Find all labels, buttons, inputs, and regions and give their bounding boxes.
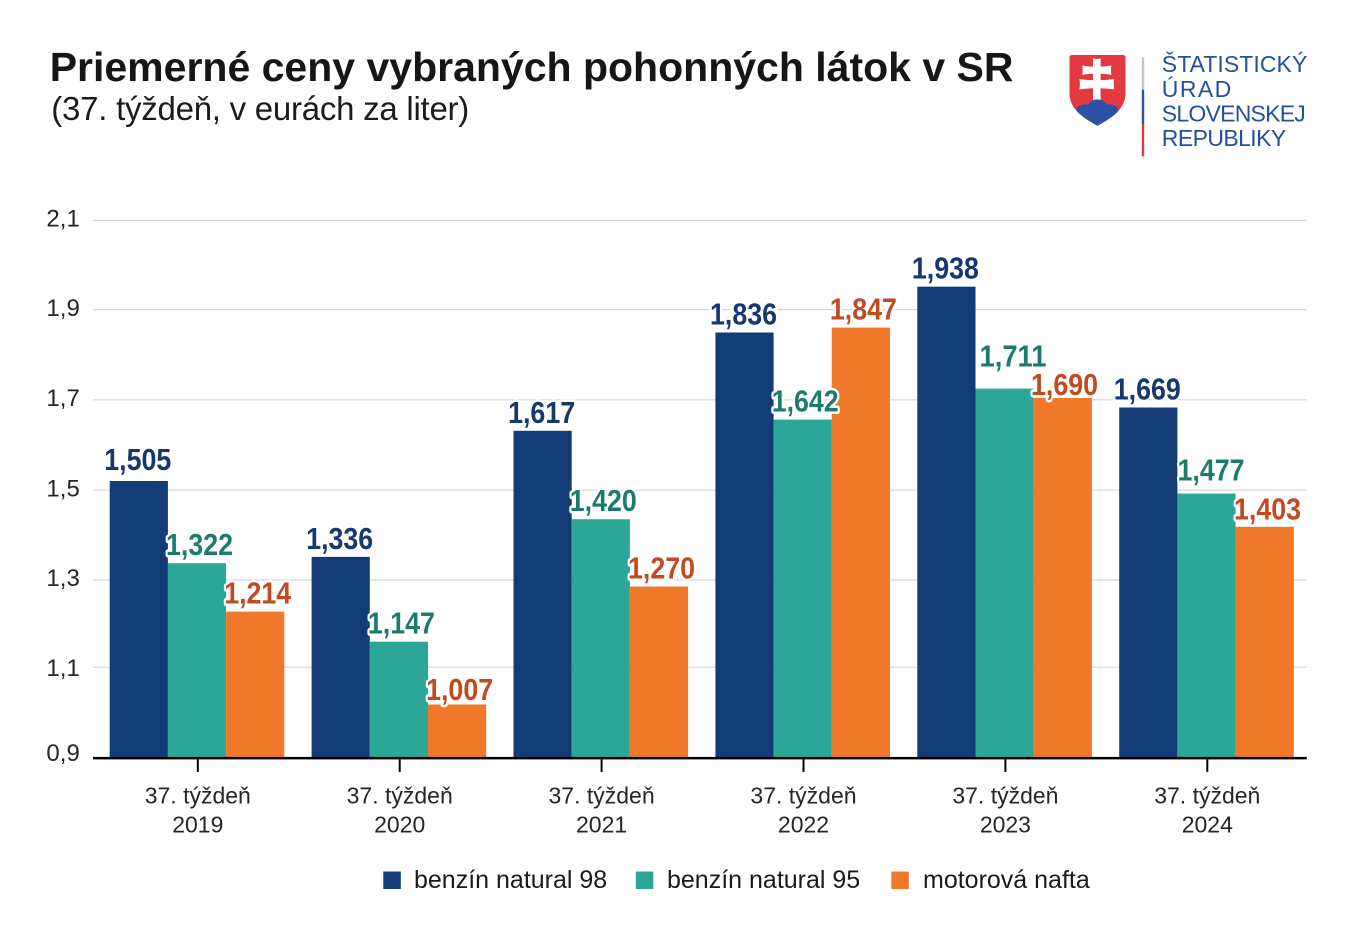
svg-text:37. týždeň: 37. týždeň [549, 783, 655, 809]
svg-text:1,847: 1,847 [830, 292, 897, 327]
svg-text:(37. týždeň, v eurách za liter: (37. týždeň, v eurách za liter) [51, 90, 469, 127]
svg-text:1,617: 1,617 [508, 395, 575, 430]
svg-text:1,7: 1,7 [46, 385, 79, 412]
svg-text:2024: 2024 [1182, 812, 1233, 838]
svg-text:SLOVENSKEJ: SLOVENSKEJ [1162, 101, 1306, 127]
svg-text:1,403: 1,403 [1234, 491, 1301, 526]
svg-text:ŠTATISTICKÝ: ŠTATISTICKÝ [1162, 50, 1308, 77]
svg-text:REPUBLIKY: REPUBLIKY [1162, 125, 1286, 151]
svg-text:1,420: 1,420 [570, 483, 637, 518]
svg-text:37. týždeň: 37. týždeň [750, 783, 856, 809]
svg-text:2,1: 2,1 [46, 206, 79, 233]
svg-text:1,477: 1,477 [1178, 453, 1245, 488]
svg-text:benzín natural 98: benzín natural 98 [414, 866, 607, 894]
svg-text:Priemerné ceny vybraných pohon: Priemerné ceny vybraných pohonných látok… [50, 44, 1014, 90]
svg-text:1,642: 1,642 [772, 384, 839, 419]
svg-text:0,9: 0,9 [46, 740, 79, 767]
svg-text:2020: 2020 [374, 812, 425, 838]
svg-text:2021: 2021 [576, 812, 627, 838]
svg-text:benzín natural 95: benzín natural 95 [667, 866, 860, 894]
svg-text:37. týždeň: 37. týždeň [347, 783, 453, 809]
svg-text:37. týždeň: 37. týždeň [1154, 783, 1260, 809]
svg-text:1,711: 1,711 [980, 338, 1047, 373]
svg-text:motorová nafta: motorová nafta [923, 866, 1090, 894]
svg-text:1,938: 1,938 [912, 251, 979, 286]
svg-text:1,147: 1,147 [368, 606, 435, 641]
svg-text:1,3: 1,3 [46, 565, 79, 592]
svg-text:1,1: 1,1 [46, 655, 79, 682]
svg-text:37. týždeň: 37. týždeň [952, 783, 1058, 809]
svg-text:1,669: 1,669 [1114, 372, 1181, 407]
svg-text:1,322: 1,322 [166, 527, 233, 562]
svg-text:2019: 2019 [172, 812, 223, 838]
svg-text:1,270: 1,270 [628, 551, 695, 586]
svg-text:1,690: 1,690 [1031, 367, 1098, 402]
svg-text:1,007: 1,007 [426, 672, 493, 707]
svg-text:2022: 2022 [778, 812, 829, 838]
svg-text:37. týždeň: 37. týždeň [145, 783, 251, 809]
svg-text:2023: 2023 [980, 812, 1031, 838]
svg-text:1,336: 1,336 [306, 521, 373, 556]
svg-text:1,505: 1,505 [104, 442, 171, 477]
svg-text:1,9: 1,9 [46, 295, 79, 322]
svg-text:1,5: 1,5 [46, 475, 79, 502]
svg-text:1,836: 1,836 [710, 297, 777, 332]
svg-text:1,214: 1,214 [224, 576, 292, 611]
